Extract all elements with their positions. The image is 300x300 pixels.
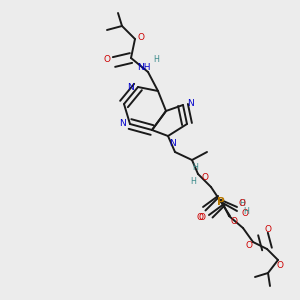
Text: N: N — [127, 82, 134, 91]
Text: O: O — [230, 217, 238, 226]
Text: N: N — [169, 139, 176, 148]
Text: O: O — [238, 200, 245, 208]
Text: O: O — [202, 172, 208, 182]
Text: O: O — [103, 56, 110, 64]
Text: H: H — [153, 56, 159, 64]
Text: O: O — [277, 260, 284, 269]
Text: O: O — [137, 32, 145, 41]
Text: N: N — [118, 119, 125, 128]
Text: N: N — [188, 98, 194, 107]
Text: O: O — [245, 242, 253, 250]
Text: O: O — [265, 224, 272, 233]
Text: NH: NH — [137, 62, 151, 71]
Text: O: O — [199, 212, 206, 221]
Text: H: H — [239, 200, 245, 208]
Text: H: H — [190, 176, 196, 185]
Text: O: O — [242, 208, 248, 217]
Text: O: O — [196, 212, 203, 221]
Text: H: H — [192, 164, 198, 172]
Text: P: P — [217, 197, 225, 207]
Text: H: H — [243, 206, 249, 215]
